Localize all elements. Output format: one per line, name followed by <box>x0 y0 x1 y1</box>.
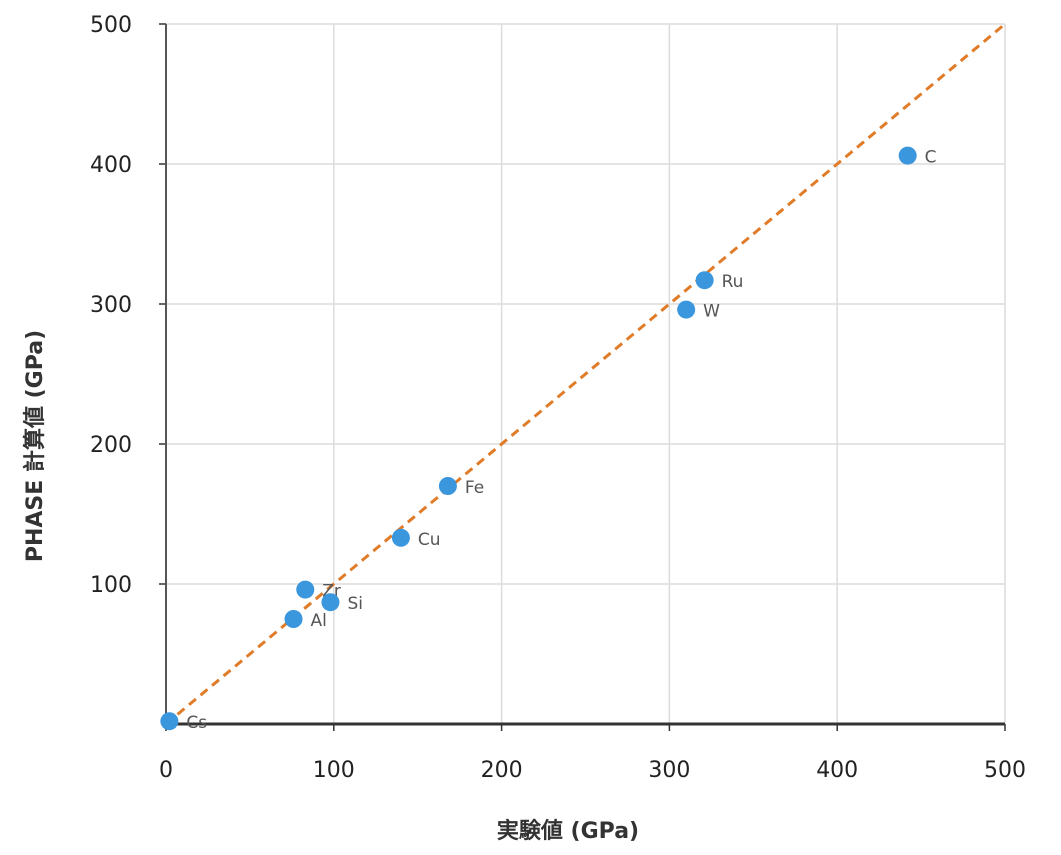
data-point <box>296 580 315 599</box>
x-tick-label: 0 <box>159 758 173 783</box>
y-tick-label: 400 <box>90 153 132 178</box>
point-label: Al <box>311 611 327 631</box>
y-axis-title: PHASE 計算値 (GPa) <box>22 330 48 562</box>
point-label: Cu <box>418 530 441 550</box>
data-point <box>438 477 457 495</box>
data-point <box>284 610 303 628</box>
x-tick-label: 300 <box>648 758 690 783</box>
data-point <box>695 271 714 290</box>
data-point <box>677 300 696 319</box>
data-point <box>898 146 917 165</box>
data-point <box>321 593 340 612</box>
x-tick-labels: 0 100 200 300 400 500 <box>159 758 1026 783</box>
x-tick-label: 500 <box>984 758 1026 783</box>
point-label: Fe <box>465 478 484 498</box>
data-point <box>160 712 179 731</box>
y-tick-label: 100 <box>90 573 132 598</box>
x-tick-label: 100 <box>313 758 355 783</box>
reference-line-group <box>165 22 1006 726</box>
axes <box>159 23 1006 731</box>
y-tick-label: 500 <box>90 13 132 38</box>
y-tick-label: 200 <box>90 433 132 458</box>
reference-line <box>165 22 1006 726</box>
point-label: Ru <box>722 272 744 292</box>
point-label: C <box>925 148 937 168</box>
x-axis-title: 実験値 (GPa) <box>497 818 639 844</box>
x-tick-label: 200 <box>481 758 523 783</box>
data-point <box>391 528 410 547</box>
x-tick-label: 400 <box>816 758 858 783</box>
y-tick-label: 300 <box>90 293 132 318</box>
point-label: Si <box>347 594 363 614</box>
point-label: W <box>703 302 720 322</box>
point-label: Cs <box>186 713 207 733</box>
y-tick-labels: 100 200 300 400 500 <box>90 13 132 598</box>
